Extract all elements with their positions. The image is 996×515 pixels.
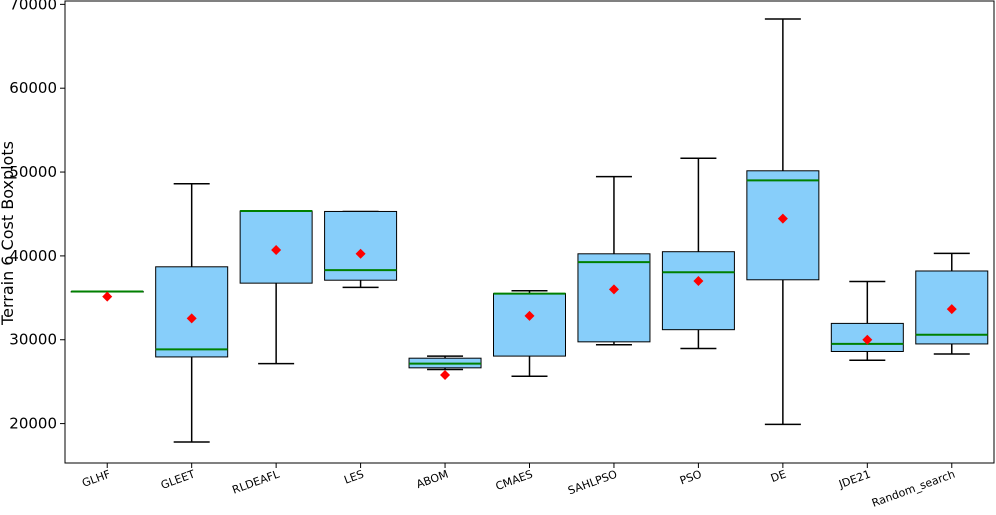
x-tick-label: ABOM — [415, 468, 450, 492]
boxes-layer — [70, 18, 989, 443]
box-jde21 — [830, 280, 904, 362]
iqr-box — [661, 251, 735, 331]
iqr-box — [577, 253, 651, 343]
x-tick-label: GLHF — [80, 468, 112, 490]
box-pso — [661, 157, 735, 350]
box-random-search — [915, 252, 989, 355]
x-tick-label: DE — [769, 468, 788, 486]
mean-marker — [608, 284, 619, 295]
y-tick-label: 20000 — [9, 415, 57, 433]
y-axis: 20000 30000 40000 50000 60000 70000 — [9, 0, 65, 433]
mean-marker — [271, 245, 282, 256]
mean-marker — [862, 334, 873, 345]
x-tick-label: CMAES — [494, 468, 535, 493]
y-tick-label: 70000 — [9, 0, 57, 13]
mean-marker — [693, 276, 704, 287]
y-tick-label: 40000 — [9, 247, 57, 265]
x-tick-label: PSO — [678, 467, 704, 487]
x-tick-label: SAHLPSO — [566, 467, 619, 497]
y-tick-label: 60000 — [9, 79, 57, 97]
iqr-box — [746, 170, 820, 281]
box-de — [746, 18, 820, 426]
iqr-box — [155, 266, 229, 358]
box-sahlpso — [577, 175, 651, 346]
box-abom — [408, 355, 482, 380]
box-rldeafl — [239, 210, 313, 365]
box-gleet — [155, 183, 229, 443]
x-tick-label: LES — [342, 468, 365, 487]
x-tick-label: Random_search — [870, 468, 957, 510]
iqr-box — [493, 293, 566, 357]
iqr-box — [324, 210, 398, 281]
box-les — [324, 210, 398, 289]
x-tick-label: GLEET — [159, 468, 197, 492]
mean-marker — [777, 213, 788, 224]
mean-marker — [186, 313, 197, 324]
x-tick-label: RLDEAFL — [230, 467, 281, 496]
mean-marker — [946, 304, 957, 315]
mean-marker — [524, 310, 535, 321]
plot-frame — [64, 0, 995, 464]
box-cmaes — [493, 289, 566, 377]
x-axis: GLHF GLEET RLDEAFL LES ABOM CMAES SAHLPSO PSO DE… — [80, 463, 957, 510]
x-tick-label: JDE21 — [836, 468, 872, 492]
mean-marker — [440, 369, 451, 380]
y-tick-label: 30000 — [9, 331, 57, 349]
box-glhf — [70, 290, 144, 302]
mean-marker — [102, 291, 113, 302]
y-axis-label: Terrain 6 Cost Boxplots — [0, 141, 17, 326]
mean-marker — [355, 248, 366, 259]
y-tick-label: 50000 — [9, 163, 57, 181]
